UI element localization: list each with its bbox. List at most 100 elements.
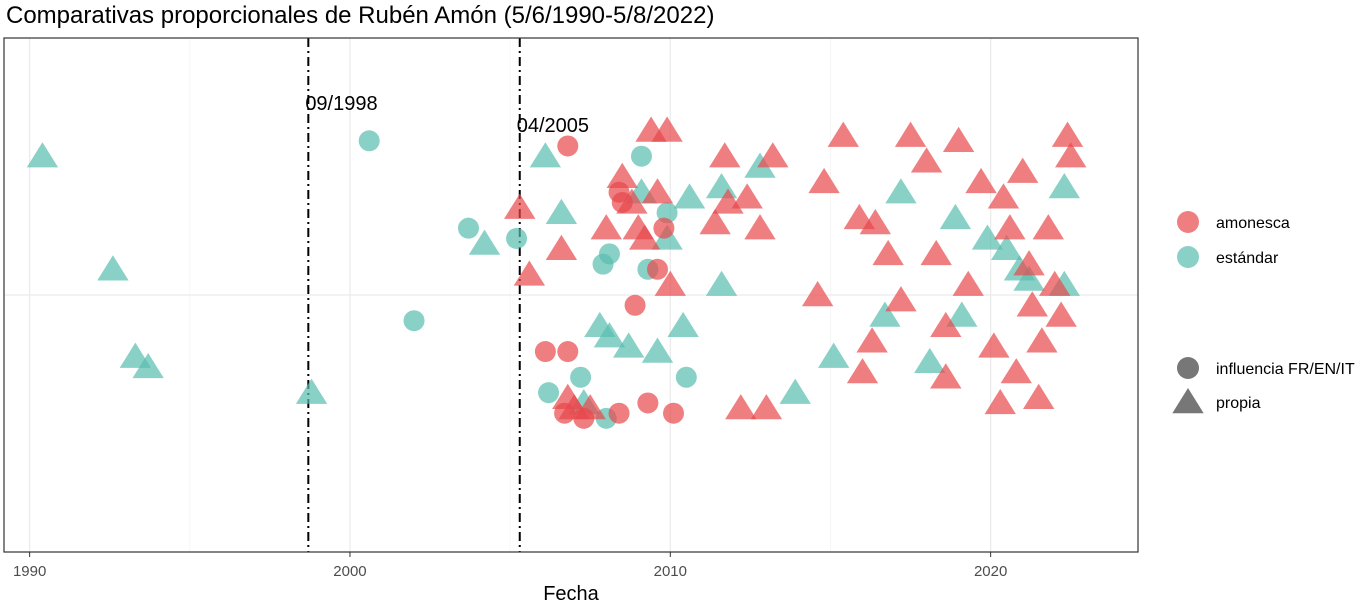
data-point-triangle bbox=[545, 234, 578, 260]
data-point-triangle bbox=[513, 260, 546, 286]
data-point-triangle bbox=[808, 167, 840, 194]
reference-lines: 09/1998 04/2005 bbox=[305, 38, 589, 552]
plot-panel-border bbox=[3, 37, 1139, 553]
data-point-circle bbox=[646, 258, 668, 280]
data-point-triangle bbox=[817, 342, 850, 368]
data-point-triangle bbox=[590, 214, 622, 240]
data-point-triangle bbox=[757, 142, 789, 168]
data-point-triangle bbox=[641, 337, 674, 363]
data-point-triangle bbox=[529, 142, 562, 168]
legend-key-triangle bbox=[1172, 388, 1204, 414]
data-point-triangle bbox=[984, 388, 1016, 415]
data-point-triangle bbox=[856, 327, 888, 353]
legend-label: estándar bbox=[1216, 250, 1279, 267]
data-point-circle bbox=[358, 130, 380, 152]
data-point-triangle bbox=[869, 301, 901, 327]
legend-key-amonesca bbox=[1177, 211, 1199, 233]
grid-lines bbox=[4, 38, 1138, 552]
reference-line-label: 09/1998 bbox=[305, 93, 377, 115]
data-point-triangle bbox=[1023, 383, 1055, 409]
data-point-triangle bbox=[801, 281, 834, 307]
data-point-triangle bbox=[744, 214, 776, 240]
data-point-triangle bbox=[990, 234, 1023, 260]
data-point-triangle bbox=[1032, 214, 1064, 240]
data-point-triangle bbox=[705, 270, 738, 296]
data-point-circle bbox=[538, 382, 560, 404]
data-point-triangle bbox=[827, 121, 859, 147]
data-points bbox=[26, 116, 1087, 429]
data-point-triangle bbox=[1045, 301, 1077, 327]
data-point-circle bbox=[630, 145, 652, 167]
data-point-triangle bbox=[1051, 121, 1084, 147]
data-point-triangle bbox=[654, 270, 686, 296]
data-point-triangle bbox=[872, 239, 904, 266]
data-point-triangle bbox=[97, 255, 129, 281]
data-point-triangle bbox=[1000, 358, 1032, 384]
data-point-triangle bbox=[750, 394, 783, 420]
legend-label: propia bbox=[1216, 395, 1261, 412]
data-point-circle bbox=[557, 341, 579, 363]
legend-label: influencia FR/EN/IT bbox=[1216, 361, 1355, 378]
data-point-triangle bbox=[731, 183, 763, 209]
data-point-circle bbox=[637, 392, 659, 414]
data-point-circle bbox=[534, 341, 556, 363]
x-tick-label: 2020 bbox=[974, 563, 1007, 580]
x-tick-label: 1990 bbox=[13, 563, 46, 580]
data-point-triangle bbox=[971, 224, 1004, 250]
data-point-triangle bbox=[994, 214, 1026, 240]
chart-title: Comparativas proporcionales de Rubén Amó… bbox=[6, 2, 715, 29]
data-point-triangle bbox=[885, 178, 917, 204]
legend: amonesca estándar influencia FR/EN/IT propi… bbox=[1172, 211, 1355, 414]
data-point-triangle bbox=[1013, 265, 1045, 291]
data-point-triangle bbox=[894, 121, 927, 147]
reference-line-label: 04/2005 bbox=[517, 115, 589, 137]
data-point-circle bbox=[557, 135, 579, 157]
data-point-triangle bbox=[1013, 250, 1045, 276]
data-point-triangle bbox=[667, 311, 699, 338]
data-point-triangle bbox=[673, 183, 706, 209]
data-point-triangle bbox=[1006, 157, 1039, 183]
data-point-triangle bbox=[1026, 327, 1058, 353]
data-point-triangle bbox=[939, 203, 972, 230]
data-point-triangle bbox=[942, 126, 975, 152]
data-point-triangle bbox=[1039, 270, 1071, 296]
legend-key-circle bbox=[1177, 357, 1199, 379]
data-point-triangle bbox=[930, 311, 962, 338]
data-point-triangle bbox=[965, 167, 997, 194]
data-point-triangle bbox=[295, 378, 328, 404]
data-point-triangle bbox=[1016, 291, 1048, 317]
legend-key-estandar bbox=[1177, 246, 1199, 268]
data-point-triangle bbox=[1048, 173, 1081, 199]
data-point-circle bbox=[457, 217, 479, 239]
data-point-triangle bbox=[1055, 142, 1087, 168]
data-point-triangle bbox=[468, 229, 501, 255]
data-point-circle bbox=[570, 366, 592, 388]
data-point-circle bbox=[675, 366, 697, 388]
data-point-triangle bbox=[593, 322, 626, 348]
legend-label: amonesca bbox=[1216, 215, 1290, 232]
x-axis-title: Fecha bbox=[543, 583, 599, 604]
x-axis: 1990 2000 2010 2020 bbox=[13, 552, 1007, 580]
data-point-triangle bbox=[628, 224, 661, 250]
data-point-circle bbox=[573, 407, 595, 429]
data-point-triangle bbox=[641, 178, 674, 204]
data-point-triangle bbox=[930, 363, 962, 389]
data-point-circle bbox=[403, 310, 425, 332]
data-point-triangle bbox=[612, 332, 645, 358]
data-point-triangle bbox=[709, 142, 741, 168]
data-point-triangle bbox=[132, 352, 164, 379]
data-point-triangle bbox=[946, 301, 978, 327]
data-point-triangle bbox=[885, 286, 917, 312]
data-point-triangle bbox=[914, 347, 946, 374]
data-point-triangle bbox=[545, 198, 578, 224]
data-point-circle bbox=[611, 191, 633, 213]
data-point-triangle bbox=[987, 183, 1020, 209]
data-point-triangle bbox=[504, 193, 536, 219]
data-point-triangle bbox=[26, 142, 59, 168]
data-point-circle bbox=[663, 402, 685, 424]
data-point-triangle bbox=[846, 358, 879, 384]
data-point-triangle bbox=[606, 162, 638, 188]
data-point-triangle bbox=[920, 239, 952, 266]
data-point-circle bbox=[653, 217, 675, 239]
